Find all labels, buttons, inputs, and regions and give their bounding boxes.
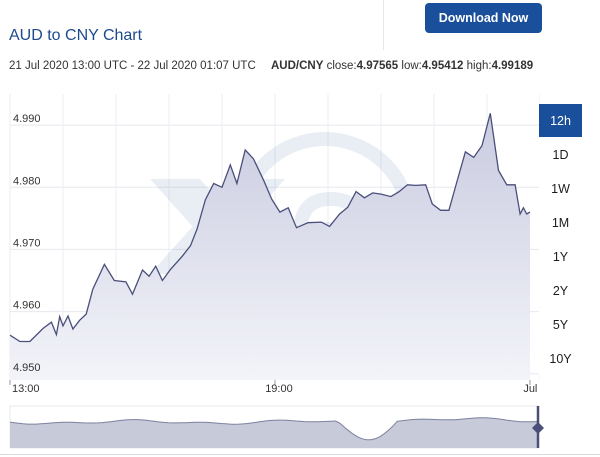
navigator-area [10,417,538,448]
navigator-handle[interactable] [532,422,544,434]
close-value: 4.97565 [356,60,399,72]
range-navigator[interactable] [0,400,545,452]
bottom-divider [0,454,600,455]
range-button-1w[interactable]: 1W [539,172,582,205]
currency-pair: AUD/CNY [270,60,324,72]
low-value: 4.95412 [421,60,464,72]
range-button-1d[interactable]: 1D [539,138,582,171]
x-tick-label: 19:00 [265,383,293,395]
high-label: high: [466,60,492,72]
range-button-12h[interactable]: 12h [539,104,582,137]
rate-area [10,113,530,381]
download-now-button[interactable]: Download Now [425,3,542,33]
close-label: close: [326,60,357,72]
y-tick-label: 4.970 [13,237,41,249]
exchange-rate-chart[interactable]: 4.950 4.960 4.970 4.980 4.990 13:00 19:00 Jul … [0,84,540,400]
chart-meta: 21 Jul 2020 13:00 UTC - 22 Jul 2020 01:0… [9,60,533,72]
range-button-2y[interactable]: 2Y [539,274,582,307]
y-tick-label: 4.950 [13,362,41,374]
x-tick-label: 13:00 [12,383,40,395]
navigator-line [9,417,539,441]
time-range-selector: 12h 1D 1W 1M 1Y 2Y 5Y 10Y [539,104,582,376]
high-value: 4.99189 [491,60,534,72]
y-tick-label: 4.960 [13,300,41,312]
range-button-5y[interactable]: 5Y [539,308,582,341]
range-button-10y[interactable]: 10Y [539,342,582,375]
range-button-1m[interactable]: 1M [539,206,582,239]
range-button-1y[interactable]: 1Y [539,240,582,273]
page-title: AUD to CNY Chart [9,27,143,44]
low-label: low: [401,60,422,72]
y-tick-label: 4.990 [13,113,41,125]
header-divider [383,0,384,50]
x-tick-label: Jul 22 [523,383,540,395]
time-range: 21 Jul 2020 13:00 UTC - 22 Jul 2020 01:0… [9,60,256,72]
rate-line [9,113,531,343]
y-tick-label: 4.980 [13,175,41,187]
